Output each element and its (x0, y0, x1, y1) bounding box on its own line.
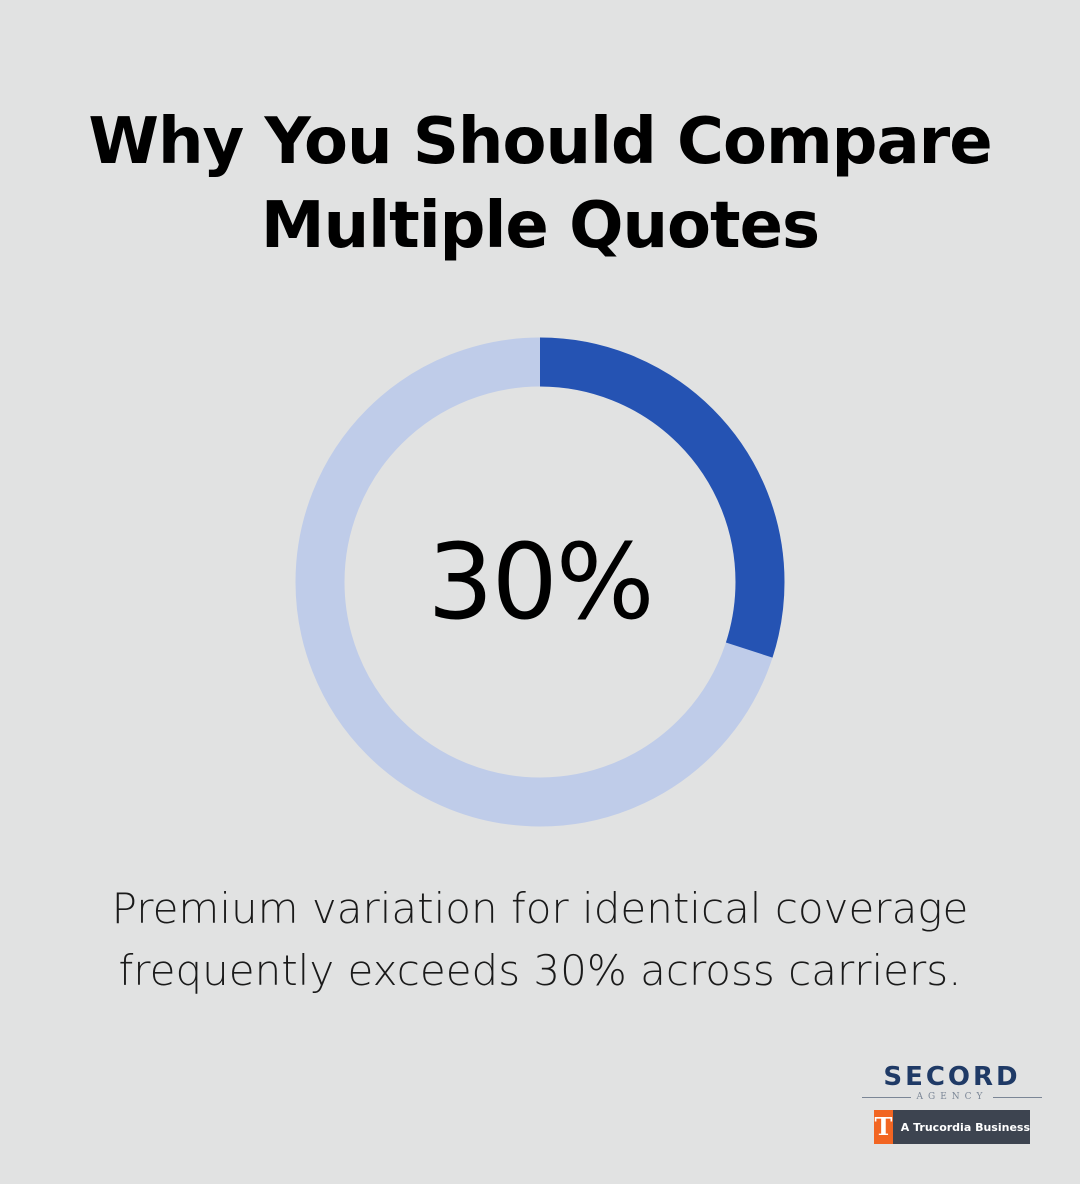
caption-line-1: Premium variation for identical coverage (111, 884, 969, 933)
title-line-1: Why You Should Compare (88, 105, 992, 179)
trucordia-logo-icon: T (874, 1110, 893, 1144)
logo-rule-right (993, 1096, 1042, 1098)
logo-sub-word: AGENCY (916, 1092, 988, 1102)
badge-text: A Trucordia Business (900, 1120, 1030, 1134)
donut-center-label: 30% (427, 521, 654, 643)
secord-agency-logo: SECORD AGENCY T A Trucordia Business (862, 1062, 1042, 1148)
trucordia-badge: T A Trucordia Business (874, 1110, 1030, 1144)
title-line-2: Multiple Quotes (260, 189, 820, 263)
logo-name: SECORD (883, 1062, 1021, 1092)
donut-chart (295, 337, 785, 827)
page-title: Why You Should Compare Multiple Quotes (40, 100, 1040, 268)
donut-value-slice (295, 337, 785, 827)
caption: Premium variation for identical coverage… (40, 878, 1040, 1002)
caption-line-2: frequently exceeds 30% across carriers. (118, 946, 962, 995)
logo-rule-left (862, 1096, 911, 1098)
logo-subtitle: AGENCY (862, 1091, 1042, 1103)
